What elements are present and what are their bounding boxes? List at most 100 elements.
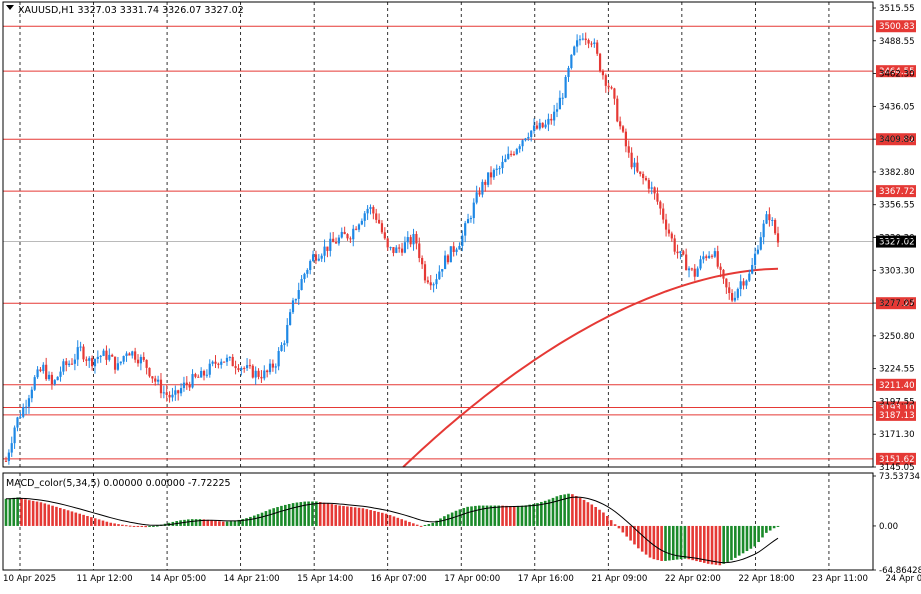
macd-bar [586,502,590,526]
macd-bar [668,525,671,561]
time-tick-label: 23 Apr 11:00 [812,574,868,584]
candle-body [334,242,338,244]
candle-body [573,46,576,55]
macd-bar [97,519,101,526]
candle-body [403,242,407,253]
candle-body [165,392,168,395]
candle-body [662,208,665,220]
candle-body [639,171,642,174]
macd-bar [602,512,605,526]
candle-body [68,363,71,366]
candle-body [567,67,570,77]
macd-bar [485,505,489,526]
candle-body [372,207,375,214]
candle-body [234,366,237,369]
macd-bar [311,501,314,526]
candle-body [53,380,56,385]
macd-bar [24,499,27,526]
candle-body [570,54,573,68]
macd-bar [606,515,609,526]
candle-body [168,394,171,398]
macd-bar [144,525,147,528]
candle-body [647,180,650,189]
candle-body [576,40,579,47]
candle-body [730,293,734,301]
candle-body [340,231,343,238]
macd-bar [284,504,287,526]
candle-body [355,228,358,230]
candle-body [702,256,705,260]
candle-body [194,374,197,377]
candle-body [558,97,561,110]
current-price-label: 3327.02 [879,238,915,248]
candle-body [39,369,42,372]
price-tick-label: 3224.55 [879,365,915,375]
candle-body [286,324,289,344]
level-lines: 3500.83 3464.55 3409.62 3367.72 3277.27 3211.… [3,20,916,465]
macd-bar [233,520,237,526]
candle-body [696,268,699,277]
candle-body [277,351,280,367]
macd-bar [338,505,341,526]
macd-bar [768,525,772,531]
candle-body [93,358,97,367]
macd-bar [675,525,679,560]
candle-body [512,153,516,155]
candle-body [469,218,473,220]
candle-body [604,75,607,86]
candle-body [478,192,481,195]
candle-body [383,232,386,239]
candle-body [260,376,263,379]
candle-body [498,168,501,170]
candle-body [452,246,455,252]
candle-body [179,388,183,394]
candle-body [4,460,8,462]
candle-body [200,371,203,378]
macd-bar [322,502,326,526]
macd-bar [710,525,714,565]
candle-body [392,247,395,253]
macd-bar [730,525,733,561]
candle-body [593,42,596,45]
macd-bar [190,519,194,526]
macd-bar [194,519,198,526]
macd-bar [501,505,504,526]
candle-body [532,125,536,131]
macd-bar [761,525,764,538]
candle-body [464,223,467,236]
candle-body [435,279,438,285]
candle-body [598,53,602,72]
candle-body [423,264,427,281]
macd-bar [423,524,427,526]
macd-bar [726,525,729,562]
candle-body [389,247,392,249]
candle-body [82,346,85,360]
macd-histogram [4,493,780,566]
macd-bar [12,497,16,526]
macd-bar [613,524,617,526]
macd-bar [400,519,403,526]
candle-body [564,76,567,98]
candle-body [751,264,754,274]
candle-body [136,359,140,364]
macd-bar [637,525,640,549]
candle-body [659,201,662,209]
candle-body [47,374,51,380]
macd-bar [252,515,256,526]
candle-body [228,356,231,358]
candle-body [22,407,25,417]
time-tick-label: 14 Apr 05:00 [150,574,206,584]
macd-bar [210,520,213,526]
macd-bar [187,519,190,526]
macd-bar [443,516,446,526]
macd-bar [765,525,768,533]
time-tick-label: 15 Apr 14:00 [297,574,353,584]
candle-body [776,233,780,243]
candle-body [377,219,381,224]
macd-bar [55,506,58,526]
candle-body [432,284,435,286]
macd-bar [640,525,644,552]
macd-bar [51,505,54,526]
time-tick-label: 17 Apr 00:00 [444,574,500,584]
macd-bar [741,525,745,554]
